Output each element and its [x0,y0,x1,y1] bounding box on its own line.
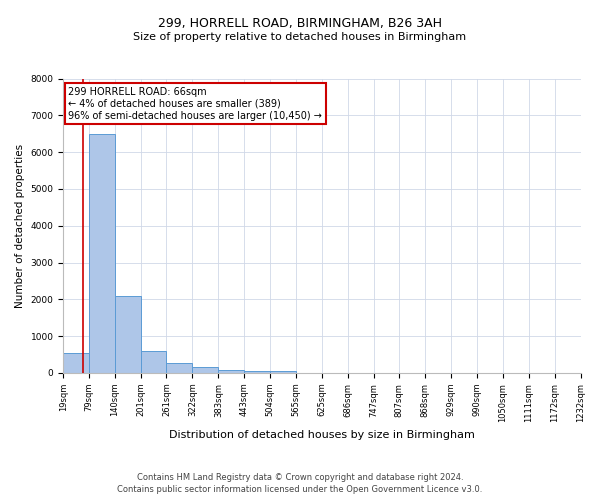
Bar [115,296,141,373]
Bar [166,362,193,373]
Text: Contains public sector information licensed under the Open Government Licence v3: Contains public sector information licen… [118,485,482,494]
Bar [244,370,270,373]
Text: Contains HM Land Registry data © Crown copyright and database right 2024.: Contains HM Land Registry data © Crown c… [137,472,463,482]
Bar [218,370,244,373]
Bar [193,366,218,373]
Text: Size of property relative to detached houses in Birmingham: Size of property relative to detached ho… [133,32,467,42]
Bar [89,134,115,373]
Bar [141,351,166,373]
Bar [63,352,89,373]
X-axis label: Distribution of detached houses by size in Birmingham: Distribution of detached houses by size … [169,430,475,440]
Text: 299, HORRELL ROAD, BIRMINGHAM, B26 3AH: 299, HORRELL ROAD, BIRMINGHAM, B26 3AH [158,18,442,30]
Bar [270,372,296,373]
Y-axis label: Number of detached properties: Number of detached properties [15,144,25,308]
Text: 299 HORRELL ROAD: 66sqm
← 4% of detached houses are smaller (389)
96% of semi-de: 299 HORRELL ROAD: 66sqm ← 4% of detached… [68,88,322,120]
